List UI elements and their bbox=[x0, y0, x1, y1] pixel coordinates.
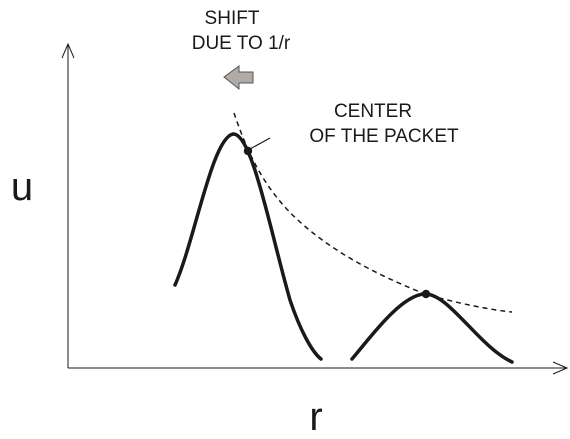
y-axis-label: u bbox=[11, 165, 33, 209]
axes bbox=[61, 42, 569, 375]
shift-label-line1: SHIFT bbox=[205, 8, 260, 29]
x-axis-arrowhead-icon bbox=[552, 361, 569, 375]
center-label-line1: CENTER bbox=[334, 101, 412, 122]
right-wave-packet-curve bbox=[350, 292, 514, 364]
left-wave-packet-curve bbox=[173, 132, 323, 361]
shift-left-arrow-icon bbox=[223, 65, 254, 91]
shift-label-line2: DUE TO 1/r bbox=[192, 33, 291, 54]
center-leader-line bbox=[249, 137, 271, 150]
one-over-r-envelope-curve bbox=[233, 112, 513, 313]
y-axis-arrowhead-icon bbox=[61, 42, 75, 59]
x-axis-label: r bbox=[309, 395, 322, 439]
right-packet-center-dot bbox=[421, 289, 431, 299]
center-label-line2: OF THE PACKET bbox=[309, 126, 459, 147]
